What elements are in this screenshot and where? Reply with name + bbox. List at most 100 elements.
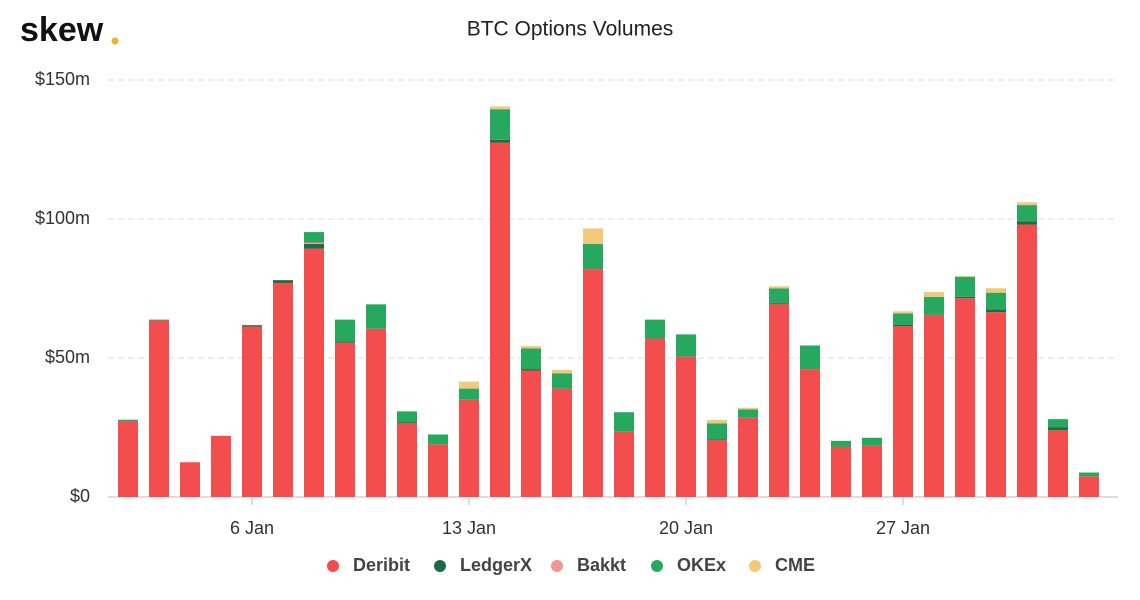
legend-label: LedgerX <box>460 555 532 575</box>
bar-segment <box>583 244 603 270</box>
bar-segment <box>118 419 138 422</box>
x-tick-label: 6 Jan <box>230 518 274 538</box>
y-tick-label: $100m <box>35 208 90 228</box>
bar-segment <box>459 399 479 497</box>
bar-segment <box>986 309 1006 313</box>
legend-marker <box>749 560 761 572</box>
x-tick-label: 27 Jan <box>876 518 930 538</box>
bar-segment <box>149 319 169 321</box>
x-tick-label: 13 Jan <box>442 518 496 538</box>
legend-marker <box>327 560 339 572</box>
bar-segment <box>769 288 789 303</box>
bar-segment <box>986 292 1006 310</box>
bar-segment <box>1048 430 1068 497</box>
bar-segment <box>924 314 944 497</box>
bar-segment <box>490 139 510 143</box>
bar-segment <box>583 269 603 497</box>
bar-segment <box>1079 476 1099 497</box>
bar-segment <box>552 369 572 374</box>
bar-segment <box>521 369 541 371</box>
logo-dot <box>111 37 119 45</box>
bar-segment <box>1017 221 1037 225</box>
bar-segment <box>862 445 882 497</box>
bar-segment <box>1048 419 1068 428</box>
bar-segment <box>428 444 448 497</box>
bar-segment <box>676 334 696 357</box>
legend-marker <box>434 560 446 572</box>
bar-segment <box>800 369 820 497</box>
bar-segment <box>800 345 820 370</box>
bar-segment <box>893 311 913 314</box>
bar-segment <box>211 435 231 497</box>
bar-segment <box>304 248 324 497</box>
bar-segment <box>831 440 851 447</box>
bar-segment <box>521 346 541 349</box>
bar-segment <box>769 303 789 497</box>
bar-segment <box>490 142 510 498</box>
bar-segment <box>490 106 510 110</box>
y-tick-label: $0 <box>70 486 90 506</box>
bar-segment <box>490 109 510 140</box>
bar-segment <box>521 370 541 497</box>
bar-segment <box>304 242 324 245</box>
bar-segment <box>242 326 262 497</box>
bar-segment <box>986 288 1006 293</box>
bar-segment <box>707 419 727 424</box>
bar-segment <box>1079 472 1099 477</box>
x-tick-label: 20 Jan <box>659 518 713 538</box>
bar-segment <box>149 320 169 497</box>
bar-segment <box>893 313 913 325</box>
bar-segment <box>676 356 696 497</box>
bar-segment <box>397 422 417 424</box>
bar-segment <box>459 381 479 389</box>
bar-segment <box>893 326 913 497</box>
bar-segment <box>180 462 200 497</box>
bar-segment <box>924 296 944 315</box>
legend-label: Bakkt <box>577 555 626 575</box>
bar-segment <box>242 325 262 327</box>
bar-segment <box>707 423 727 440</box>
y-tick-label: $150m <box>35 69 90 89</box>
bar-segment <box>707 440 727 497</box>
bar-segment <box>335 341 355 343</box>
bar-segment <box>831 446 851 497</box>
bar-segment <box>955 275 975 277</box>
bar-segment <box>924 292 944 297</box>
legend-label: CME <box>775 555 815 575</box>
legend-label: Deribit <box>353 555 410 575</box>
bar-segment <box>645 338 665 497</box>
bar-segment <box>397 411 417 423</box>
bar-segment <box>397 423 417 497</box>
bar-segment <box>428 434 448 445</box>
bar-segment <box>366 304 386 329</box>
bar-segment <box>738 409 758 418</box>
bar-segment <box>738 407 758 410</box>
bar-segment <box>614 412 634 432</box>
bar-segment <box>1017 202 1037 206</box>
bar-segment <box>955 298 975 497</box>
bar-segment <box>552 373 572 389</box>
bar-segment <box>769 302 789 304</box>
bar-segment <box>366 328 386 497</box>
bar-segment <box>707 439 727 441</box>
bar-segment <box>862 437 882 446</box>
bar-segment <box>335 319 355 342</box>
y-tick-label: $50m <box>45 347 90 367</box>
bar-segment <box>304 244 324 249</box>
legend-marker <box>651 560 663 572</box>
bar-segment <box>459 388 479 400</box>
bar-segment <box>552 388 572 497</box>
bar-segment <box>304 232 324 243</box>
bar-segment <box>986 312 1006 497</box>
bar-segment <box>614 431 634 497</box>
bar-segment <box>769 286 789 289</box>
bar-segment <box>893 324 913 327</box>
bar-segment <box>118 421 138 497</box>
legend-marker <box>551 560 563 572</box>
bar-segment <box>955 296 975 299</box>
legend-label: OKEx <box>677 555 726 575</box>
bar-segment <box>273 282 293 497</box>
chart-title: BTC Options Volumes <box>467 18 674 41</box>
bar-segment <box>645 319 665 339</box>
